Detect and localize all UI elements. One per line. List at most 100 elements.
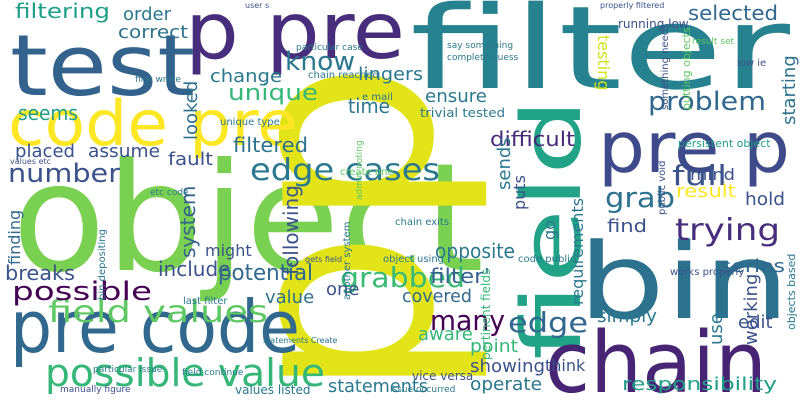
word: series (720, 256, 785, 277)
word: test (10, 17, 195, 116)
word: responsibility (622, 374, 777, 395)
word: putting objects (680, 27, 693, 110)
word: following (279, 185, 303, 275)
word: grab (605, 181, 675, 214)
word: running low (618, 17, 689, 31)
word: possible value (45, 351, 325, 395)
word: potential (218, 261, 313, 286)
word: e mail (362, 92, 393, 103)
word: p pre (185, 0, 405, 77)
word: trivial tested (420, 106, 505, 120)
word: correct (118, 22, 188, 43)
word: full (672, 159, 727, 192)
word: say something (447, 41, 513, 51)
word: p (179, 230, 494, 400)
word: point (470, 336, 518, 357)
word: issue occurred (390, 385, 455, 395)
word: problem (648, 87, 766, 117)
word: vice versa (412, 369, 473, 383)
word: assume (88, 141, 160, 162)
word: values listed (235, 383, 310, 397)
word: operate (470, 374, 542, 395)
word: pertinent fields (479, 269, 493, 360)
word: opposite (435, 239, 515, 263)
word: code pre (8, 87, 298, 160)
word: statements Create (263, 336, 338, 345)
word: object using (383, 254, 444, 265)
word: another system (342, 222, 353, 300)
word: p (179, 60, 494, 230)
word: placed (15, 141, 75, 162)
word: user s (245, 1, 269, 10)
word: ensure (425, 86, 487, 107)
word: public void (657, 161, 668, 215)
word: finding (5, 210, 24, 265)
word: difficult (490, 127, 575, 151)
word: showing (470, 356, 545, 377)
word: fault (168, 149, 213, 170)
word: something needs (660, 24, 671, 110)
word: pre code (10, 285, 300, 369)
word: number (8, 159, 120, 189)
word: last filter (183, 296, 228, 307)
word: use (706, 313, 727, 345)
word: edge (508, 306, 588, 339)
word: covered (402, 286, 472, 307)
word: pre p (598, 107, 790, 189)
word: first wrote (135, 75, 181, 85)
word: etc code (150, 188, 189, 198)
word: testing (594, 35, 613, 90)
word: trying (675, 213, 780, 248)
word: edge cases (250, 153, 440, 188)
word: filter' (430, 264, 490, 288)
word: field (505, 98, 600, 360)
word: order (123, 4, 172, 25)
word: bin (578, 221, 790, 343)
word: looked (181, 81, 202, 140)
word: chain (545, 314, 767, 400)
word: edit (738, 312, 773, 333)
word: particular case (296, 43, 363, 53)
word: chain exits (395, 217, 449, 228)
word: field continue (182, 368, 244, 378)
word: mind (690, 165, 735, 184)
word: time (348, 94, 390, 118)
word: grabbed (340, 261, 465, 294)
word: result set (692, 37, 735, 47)
word: works properly (670, 267, 744, 278)
word: puts (510, 175, 529, 210)
word: hold (745, 189, 785, 210)
word: think (545, 356, 586, 375)
word: find (607, 216, 647, 237)
word: filter (410, 0, 791, 116)
word: gets field (305, 255, 342, 264)
word: system (176, 186, 200, 258)
word: admin noting (355, 140, 365, 200)
word: low ie (737, 58, 766, 69)
word: seems (18, 101, 78, 125)
word: requirements (568, 198, 587, 305)
word: object (12, 132, 484, 306)
word: know (285, 47, 355, 77)
word: breaks (5, 261, 75, 285)
word: change (210, 66, 282, 87)
word: create one (340, 167, 394, 178)
word: statements (328, 376, 428, 397)
word: value (265, 287, 314, 308)
word: unique (228, 81, 318, 106)
word: filtering (15, 0, 110, 23)
word: filtered (233, 133, 308, 157)
word: possible (12, 277, 152, 307)
word: bin depositing (97, 229, 108, 300)
word: unique type (220, 117, 280, 128)
word: chain reached (308, 70, 379, 81)
word: starting (779, 55, 800, 125)
word: result (676, 181, 736, 202)
word: complete guess (447, 53, 519, 63)
word: code public (518, 254, 575, 265)
word: objects based (785, 254, 798, 330)
word: field values (48, 295, 268, 330)
